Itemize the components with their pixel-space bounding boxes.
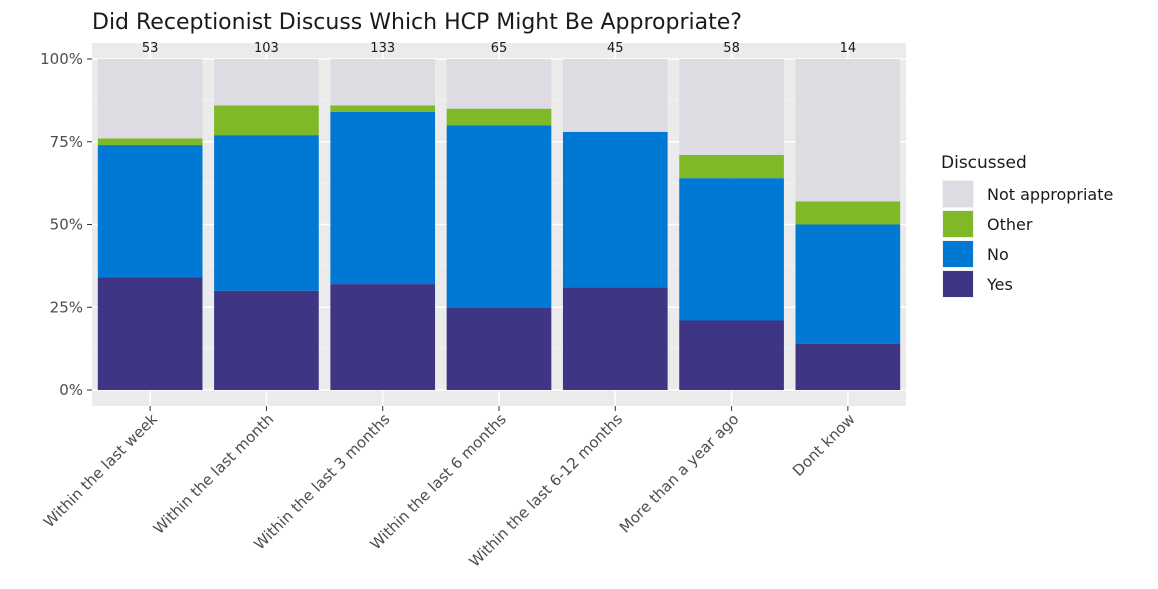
bar-segment-no — [679, 178, 784, 321]
legend: Discussed Not appropriate Other No Yes — [941, 153, 1113, 298]
legend-label: Not appropriate — [987, 185, 1113, 204]
x-tick-label: Within the last month — [150, 410, 278, 538]
bar-segment-other — [214, 105, 319, 136]
bar-segment-no — [330, 111, 436, 285]
bar-segment-not-appropriate — [446, 59, 552, 109]
bar-segment-not-appropriate — [562, 59, 668, 132]
bar-segment-yes — [214, 290, 319, 390]
count-label: 103 — [254, 41, 279, 56]
count-label: 133 — [370, 41, 395, 56]
bar-segment-no — [562, 131, 668, 288]
bar-segment-no — [97, 145, 203, 278]
bar-segment-no — [795, 224, 901, 344]
bar-segment-other — [330, 105, 436, 112]
legend-label: No — [987, 245, 1009, 264]
bar-segment-not-appropriate — [679, 59, 784, 155]
legend-label: Yes — [986, 275, 1013, 294]
y-tick-label: 100% — [40, 50, 83, 68]
legend-swatch-no — [943, 241, 973, 267]
count-label: 45 — [607, 41, 624, 56]
legend-title: Discussed — [941, 153, 1027, 173]
bar-segment-yes — [97, 277, 203, 390]
bar-segment-no — [214, 135, 319, 291]
x-tick-label: Within the last 3 months — [250, 410, 393, 553]
y-tick-label: 75% — [50, 133, 83, 151]
legend-label: Other — [987, 215, 1033, 234]
x-tick-label: Within the last week — [40, 410, 161, 531]
y-tick-label: 25% — [50, 298, 83, 316]
bar-segment-other — [679, 154, 784, 179]
y-tick-label: 50% — [50, 216, 83, 234]
bar-segment-no — [446, 125, 552, 308]
x-tick-label: More than a year ago — [616, 410, 743, 537]
x-tick-label: Within the last 6 months — [367, 410, 510, 553]
bar-segment-yes — [679, 320, 784, 390]
bar-segment-not-appropriate — [795, 59, 901, 202]
legend-swatch-yes — [943, 271, 973, 297]
chart-title: Did Receptionist Discuss Which HCP Might… — [92, 10, 742, 35]
bar-segment-other — [795, 201, 901, 225]
bar-segment-not-appropriate — [97, 59, 203, 139]
bar-segment-other — [446, 108, 552, 126]
bar-segment-yes — [795, 343, 901, 390]
count-label: 53 — [142, 41, 159, 56]
bar-segment-other — [97, 138, 203, 146]
bar-segment-yes — [562, 287, 668, 390]
bar-segment-yes — [446, 307, 552, 390]
count-label: 14 — [840, 41, 857, 56]
y-tick-label: 0% — [59, 381, 83, 399]
legend-swatch-other — [943, 211, 973, 237]
bar-segment-yes — [330, 284, 436, 390]
count-labels: 53 103 133 65 45 58 14 — [142, 41, 856, 56]
count-label: 58 — [723, 41, 740, 56]
bars — [97, 59, 901, 390]
bar-segment-not-appropriate — [214, 59, 319, 106]
count-label: 65 — [491, 41, 508, 56]
x-tick-label: Dont know — [789, 410, 859, 480]
y-axis: 0% 25% 50% 75% 100% — [40, 50, 92, 399]
legend-swatch-not-appropriate — [943, 181, 973, 207]
bar-segment-not-appropriate — [330, 59, 436, 106]
